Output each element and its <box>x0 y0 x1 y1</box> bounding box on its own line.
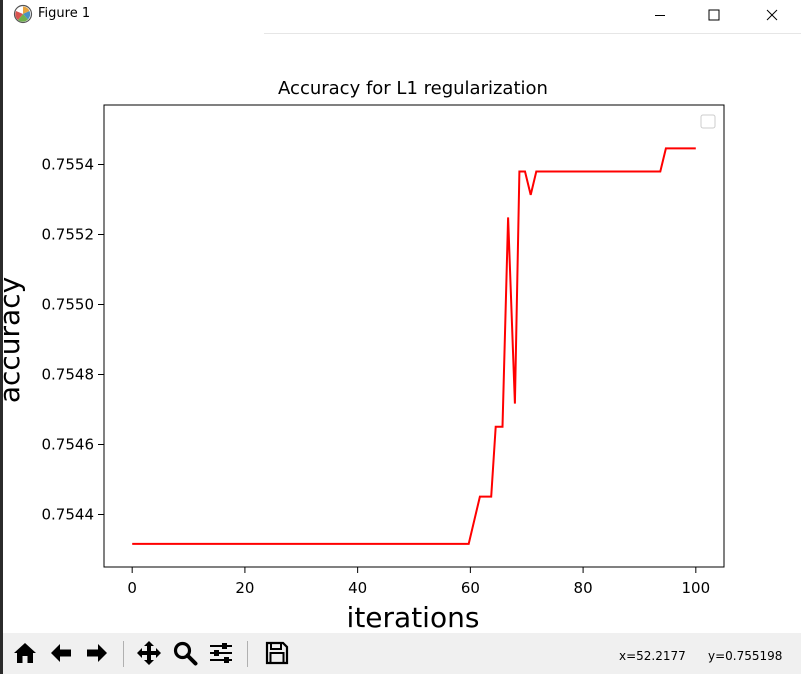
x-tick-label: 80 <box>574 579 593 597</box>
arrow-left-icon <box>48 640 74 670</box>
y-tick-label: 0.7554 <box>42 156 95 174</box>
y-tick-label: 0.7552 <box>42 226 95 244</box>
maximize-button[interactable] <box>691 0 737 30</box>
y-tick-label: 0.7550 <box>42 296 95 314</box>
x-tick-label: 20 <box>235 579 254 597</box>
zoom-button[interactable] <box>169 639 201 671</box>
save-button[interactable] <box>261 639 293 671</box>
navigation-toolbar: x=52.2177 y=0.755198 <box>3 633 801 674</box>
legend-box <box>700 114 716 129</box>
x-tick-label: 0 <box>127 579 137 597</box>
arrow-right-icon <box>84 640 110 670</box>
minimize-button[interactable] <box>637 0 683 30</box>
x-axis-label: iterations <box>347 601 480 633</box>
move-icon <box>136 640 162 670</box>
window-left-edge <box>0 0 3 674</box>
plot-area-background <box>104 105 724 567</box>
data-series <box>132 147 696 545</box>
minimize-icon <box>654 6 666 25</box>
magnifier-icon <box>172 640 198 670</box>
maximize-icon <box>708 6 720 25</box>
y-tick-label: 0.7544 <box>42 506 95 524</box>
home-icon <box>12 640 38 670</box>
y-tick-label: 0.7548 <box>42 366 95 384</box>
axes-frame <box>103 104 725 568</box>
y-tick-label: 0.7546 <box>42 436 95 454</box>
y-coordinate-readout: y=0.755198 <box>708 649 783 663</box>
close-button[interactable] <box>749 0 795 30</box>
back-button[interactable] <box>45 639 77 671</box>
x-tick-label: 40 <box>348 579 367 597</box>
x-tick-label: 100 <box>681 579 710 597</box>
x-coordinate-readout: x=52.2177 <box>619 649 686 663</box>
accuracy-line <box>132 147 696 545</box>
window-title: Figure 1 <box>38 6 91 21</box>
matplotlib-icon <box>13 4 33 24</box>
title-divider <box>264 33 801 34</box>
title-bar[interactable]: Figure 1 <box>3 0 801 30</box>
x-ticks: 0 20 40 60 80 100 <box>127 567 710 597</box>
x-tick-label: 60 <box>461 579 480 597</box>
home-button[interactable] <box>9 639 41 671</box>
floppy-disk-icon <box>264 640 290 670</box>
configure-subplots-button[interactable] <box>205 639 237 671</box>
y-ticks: 0.7544 0.7546 0.7548 0.7550 0.7552 0.7554 <box>42 156 104 524</box>
close-icon <box>766 6 778 25</box>
chart-title: Accuracy for L1 regularization <box>278 78 548 99</box>
pan-button[interactable] <box>133 639 165 671</box>
y-axis-label: accuracy <box>0 277 26 403</box>
forward-button[interactable] <box>81 639 113 671</box>
toolbar-separator <box>123 641 124 667</box>
sliders-icon <box>208 640 234 670</box>
figure-canvas[interactable]: 0.7544 0.7546 0.7548 0.7550 0.7552 0.7554 0 20… <box>0 0 801 633</box>
toolbar-separator <box>247 641 248 667</box>
